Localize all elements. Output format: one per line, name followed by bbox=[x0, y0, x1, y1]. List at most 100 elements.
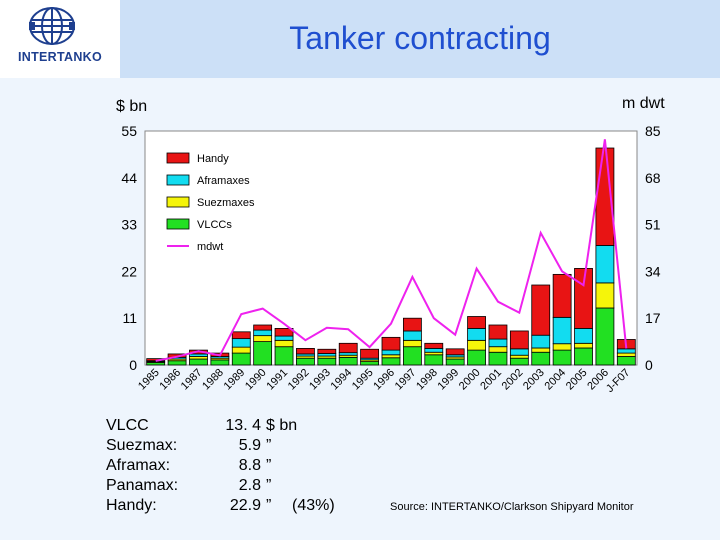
x-tick-label: 1996 bbox=[371, 367, 397, 393]
bar-handy-1996 bbox=[381, 336, 401, 351]
bar-vlccs-1992 bbox=[296, 357, 315, 366]
x-tick-label: 1997 bbox=[393, 367, 419, 393]
summary-label: Suezmax: bbox=[106, 437, 178, 454]
bar-handy-1992 bbox=[296, 348, 315, 355]
bar-aframaxes-1989 bbox=[231, 338, 251, 348]
x-tick-label: 2004 bbox=[542, 367, 568, 393]
summary-value: 13. 4 bbox=[225, 417, 261, 434]
bar-handy-1998 bbox=[424, 342, 444, 349]
bar-handy-2003 bbox=[531, 284, 551, 336]
summary-value: 5.9 bbox=[238, 437, 261, 454]
right-tick-label: 0 bbox=[645, 357, 653, 373]
bar-suezmaxes-1996 bbox=[381, 354, 401, 359]
right-tick-label: 85 bbox=[645, 123, 661, 139]
bar-vlccs-1999 bbox=[445, 358, 465, 366]
bar-aframaxes-2004 bbox=[552, 316, 572, 345]
legend-swatch-handy bbox=[166, 152, 190, 164]
legend-label: Handy bbox=[197, 153, 229, 165]
bar-vlccs-1993 bbox=[317, 357, 337, 366]
bar-vlccs-1994 bbox=[338, 356, 358, 366]
bar-vlccs-2004 bbox=[552, 349, 572, 366]
left-tick-label: 44 bbox=[121, 170, 137, 186]
bar-handy-1989 bbox=[231, 331, 251, 340]
bar-aframaxes-1991 bbox=[274, 335, 294, 341]
bar-vlccs-2002 bbox=[509, 357, 529, 366]
bar-vlccs-1990 bbox=[253, 341, 273, 366]
bar-vlccs-2001 bbox=[488, 351, 508, 366]
bar-vlccs-1995 bbox=[360, 361, 380, 366]
summary-unit: ” bbox=[266, 477, 272, 494]
logo-wordmark: INTERTANKO bbox=[17, 50, 102, 64]
summary-unit: ” bbox=[266, 497, 272, 514]
bar-suezmaxes-2006 bbox=[595, 282, 615, 309]
bar-suezmaxes-J-F07 bbox=[616, 352, 636, 357]
bar-vlccs-1987 bbox=[189, 358, 208, 366]
summary-label: VLCC bbox=[106, 417, 149, 434]
summary-value: 22.9 bbox=[229, 497, 261, 514]
bar-aframaxes-2000 bbox=[467, 328, 486, 341]
x-tick-label: 1985 bbox=[136, 367, 162, 393]
left-axis-title: $ bn bbox=[116, 98, 148, 115]
bar-aframaxes-1998 bbox=[424, 348, 444, 353]
x-tick-label: 1995 bbox=[350, 367, 376, 393]
legend-swatch-vlccs bbox=[166, 218, 190, 230]
bar-handy-2001 bbox=[488, 324, 508, 340]
bar-aframaxes-2003 bbox=[531, 334, 551, 349]
summary-label: Aframax: bbox=[106, 457, 171, 474]
title-band bbox=[120, 0, 720, 78]
summary-unit: $ bn bbox=[266, 417, 298, 434]
x-tick-label: J-F07 bbox=[604, 367, 632, 395]
bar-suezmaxes-1991 bbox=[274, 339, 294, 348]
x-tick-label: 1998 bbox=[414, 367, 440, 393]
source-note: Source: INTERTANKO/Clarkson Shipyard Mon… bbox=[390, 501, 634, 513]
bar-aframaxes-1997 bbox=[402, 330, 422, 341]
right-tick-label: 68 bbox=[645, 170, 661, 186]
bar-vlccs-1996 bbox=[381, 357, 401, 366]
bar-handy-1995 bbox=[360, 348, 380, 359]
line-mdwt bbox=[155, 139, 628, 362]
bar-aframaxes-2006 bbox=[595, 245, 615, 284]
right-tick-label: 34 bbox=[645, 263, 661, 279]
bar-vlccs-1997 bbox=[402, 346, 422, 366]
bar-aframaxes-1990 bbox=[253, 329, 273, 337]
bar-handy-1999 bbox=[445, 348, 465, 356]
summary-share: (43%) bbox=[292, 497, 335, 514]
legend-label: mdwt bbox=[197, 241, 223, 253]
summary-unit: ” bbox=[266, 457, 272, 474]
globe-icon bbox=[29, 7, 75, 45]
x-tick-label: 2003 bbox=[521, 367, 547, 393]
page-title: Tanker contracting bbox=[289, 20, 551, 56]
right-tick-label: 51 bbox=[645, 217, 661, 233]
bar-suezmaxes-2001 bbox=[488, 346, 508, 353]
bar-aframaxes-2002 bbox=[509, 348, 529, 356]
legend-swatch-suezmaxes bbox=[166, 196, 190, 208]
bar-aframaxes-J-F07 bbox=[616, 348, 636, 354]
bar-suezmaxes-2003 bbox=[531, 347, 551, 353]
bar-handy-2002 bbox=[509, 330, 529, 350]
x-tick-label: 1993 bbox=[307, 367, 333, 393]
bar-suezmaxes-1989 bbox=[231, 346, 251, 354]
x-tick-label: 1988 bbox=[200, 367, 226, 393]
x-tick-label: 2002 bbox=[500, 367, 526, 393]
x-tick-label: 1994 bbox=[329, 367, 355, 393]
x-tick-label: 1992 bbox=[286, 367, 312, 393]
bar-vlccs-J-F07 bbox=[616, 356, 636, 366]
bar-suezmaxes-2002 bbox=[509, 354, 529, 359]
legend-label: VLCCs bbox=[197, 219, 232, 231]
bar-aframaxes-2005 bbox=[574, 328, 593, 344]
x-tick-label: 2005 bbox=[564, 367, 590, 393]
summary-value: 2.8 bbox=[238, 477, 261, 494]
legend-label: Aframaxes bbox=[197, 175, 250, 187]
left-tick-label: 0 bbox=[129, 357, 137, 373]
legend-swatch-aframaxes bbox=[166, 174, 190, 186]
bar-vlccs-1988 bbox=[210, 359, 230, 366]
x-tick-label: 2000 bbox=[457, 367, 483, 393]
bar-vlccs-1991 bbox=[274, 346, 294, 366]
x-tick-label: 1989 bbox=[222, 367, 248, 393]
x-tick-label: 1999 bbox=[435, 367, 461, 393]
bar-handy-1994 bbox=[338, 342, 358, 354]
left-tick-label: 22 bbox=[121, 263, 137, 279]
x-tick-label: 1991 bbox=[264, 367, 290, 393]
bar-suezmaxes-1997 bbox=[402, 339, 422, 348]
bar-vlccs-2003 bbox=[531, 351, 551, 366]
